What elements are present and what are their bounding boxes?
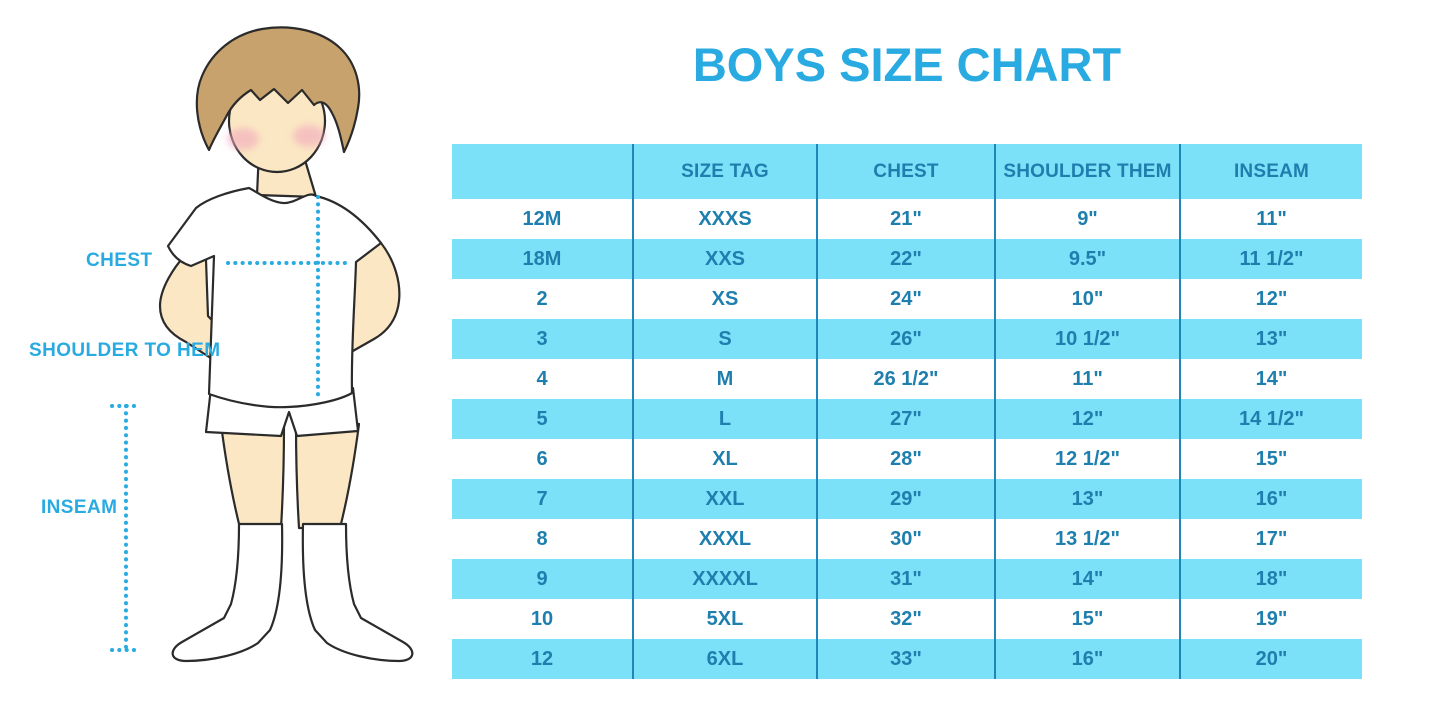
table-cell: 13" [1179,319,1362,359]
size-table-body: 12M XXXS 21" 9" 11" 18M XXS 22" 9.5" 11 1/2" 2 XS 24… [452,199,1362,679]
table-cell: 12M [452,199,633,239]
table-row: 5 L 27" 12" 14 1/2" [452,399,1362,439]
inseam-label: INSEAM [41,497,118,518]
table-row: 18M XXS 22" 9.5" 11 1/2" [452,239,1362,279]
column-header-shoulder-hem: SHOULDER THEM [994,144,1180,199]
table-row: 7 XXL 29" 13" 16" [452,479,1362,519]
table-cell: 5XL [632,599,817,639]
table-cell: 15" [1179,439,1362,479]
table-cell: 8 [452,519,633,559]
column-header-size-tag: SIZE TAG [632,144,817,199]
table-cell: 29" [816,479,995,519]
table-cell: 33" [816,639,995,679]
table-cell: 26 1/2" [816,359,995,399]
table-cell: XXL [632,479,817,519]
table-cell: L [632,399,817,439]
table-cell: 13 1/2" [994,519,1180,559]
table-cell: 14" [1179,359,1362,399]
table-cell: 5 [452,399,633,439]
table-row: 8 XXXL 30" 13 1/2" 17" [452,519,1362,559]
table-cell: 32" [816,599,995,639]
table-cell: 11" [1179,199,1362,239]
table-row: 12 6XL 33" 16" 20" [452,639,1362,679]
table-cell: 12 1/2" [994,439,1180,479]
table-cell: 10 [452,599,633,639]
table-cell: 26" [816,319,995,359]
table-cell: 14 1/2" [1179,399,1362,439]
table-cell: XXS [632,239,817,279]
table-cell: 10 1/2" [994,319,1180,359]
size-table-header: SIZE TAG CHEST SHOULDER THEM INSEAM [452,144,1362,199]
table-cell: M [632,359,817,399]
boy-left-leg [219,422,286,530]
table-cell: 27" [816,399,995,439]
table-row: 3 S 26" 10 1/2" 13" [452,319,1362,359]
column-header-size [452,144,633,199]
table-cell: 16" [1179,479,1362,519]
chest-label: CHEST [86,250,153,271]
column-header-inseam: INSEAM [1179,144,1362,199]
table-cell: 11" [994,359,1180,399]
boy-left-sock [171,522,284,663]
column-header-chest: CHEST [816,144,995,199]
table-cell: XL [632,439,817,479]
table-row: 10 5XL 32" 15" 19" [452,599,1362,639]
page-title: BOYS SIZE CHART [692,38,1122,91]
table-cell: 21" [816,199,995,239]
table-cell: 28" [816,439,995,479]
table-cell: 2 [452,279,633,319]
table-cell: 17" [1179,519,1362,559]
boy-blush-right [293,125,325,147]
table-cell: 30" [816,519,995,559]
table-cell: 9 [452,559,633,599]
table-cell: 20" [1179,639,1362,679]
table-cell: 10" [994,279,1180,319]
shoulder-to-hem-label: SHOULDER TO HEM [29,340,221,361]
table-cell: 12 [452,639,633,679]
table-cell: 9" [994,199,1180,239]
table-cell: 3 [452,319,633,359]
table-cell: S [632,319,817,359]
measurement-figure-panel: CHEST SHOULDER TO HEM INSEAM [0,0,452,723]
table-cell: 19" [1179,599,1362,639]
table-cell: 14" [994,559,1180,599]
table-cell: 13" [994,479,1180,519]
table-cell: 11 1/2" [1179,239,1362,279]
boy-tshirt [166,186,383,409]
boy-right-sock [301,522,414,663]
boy-illustration [110,26,414,663]
table-row: 2 XS 24" 10" 12" [452,279,1362,319]
table-row: 12M XXXS 21" 9" 11" [452,199,1362,239]
table-row: 4 M 26 1/2" 11" 14" [452,359,1362,399]
boy-blush-left [227,128,259,150]
table-cell: 24" [816,279,995,319]
table-cell: 6XL [632,639,817,679]
table-cell: 7 [452,479,633,519]
table-cell: 18" [1179,559,1362,599]
table-row: 6 XL 28" 12 1/2" 15" [452,439,1362,479]
table-cell: 31" [816,559,995,599]
boy-hair [195,26,361,154]
size-table: SIZE TAG CHEST SHOULDER THEM INSEAM 12M X… [452,144,1362,679]
table-cell: 16" [994,639,1180,679]
table-cell: 12" [1179,279,1362,319]
table-cell: XXXXL [632,559,817,599]
table-cell: XXXS [632,199,817,239]
table-cell: XS [632,279,817,319]
table-cell: 12" [994,399,1180,439]
boy-right-leg [294,422,361,530]
table-cell: 6 [452,439,633,479]
table-cell: 22" [816,239,995,279]
table-cell: 15" [994,599,1180,639]
table-cell: 9.5" [994,239,1180,279]
table-cell: 4 [452,359,633,399]
table-row: 9 XXXXL 31" 14" 18" [452,559,1362,599]
header-row: SIZE TAG CHEST SHOULDER THEM INSEAM [452,144,1362,199]
table-cell: XXXL [632,519,817,559]
table-cell: 18M [452,239,633,279]
